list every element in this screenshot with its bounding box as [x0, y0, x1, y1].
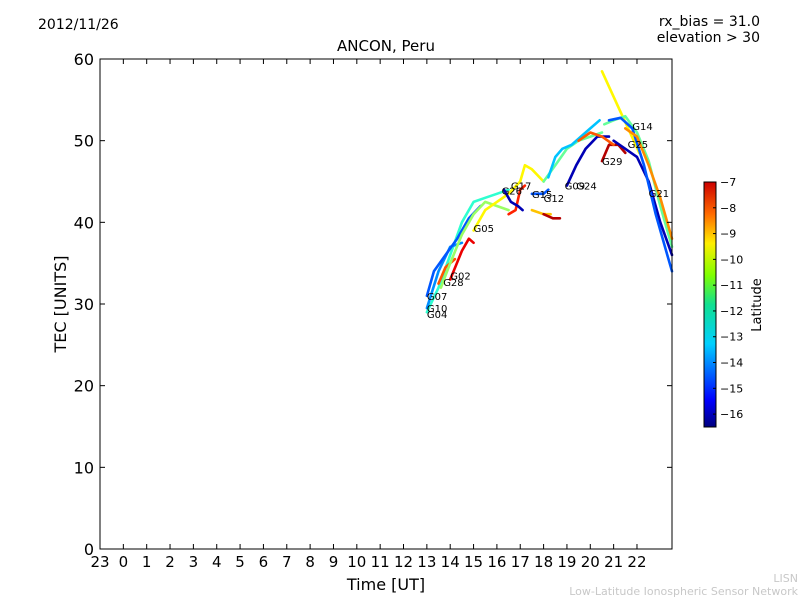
x-tick-label: 8 — [305, 553, 315, 571]
y-axis: 0 10 20 30 40 50 60 — [74, 50, 672, 559]
tec-series-g27 — [546, 119, 601, 179]
chart-title: ANCON, Peru — [337, 37, 435, 55]
satellite-label-g29: G29 — [602, 157, 622, 168]
tec-series-g28 — [439, 200, 510, 290]
y-tick-label: 0 — [84, 540, 94, 559]
satellite-label-g07: G07 — [427, 292, 447, 303]
satellite-label-g02: G02 — [450, 271, 470, 282]
x-tick-label: 23 — [90, 553, 109, 571]
footer-org-full: Low-Latitude Ionospheric Sensor Network — [569, 585, 798, 598]
x-tick-label: 11 — [371, 553, 390, 571]
satellite-label-g21: G21 — [649, 189, 669, 200]
satellite-label-g10: G10 — [427, 304, 447, 315]
colorbar-tick-label: −10 — [720, 253, 743, 266]
tec-series-g12 — [530, 208, 552, 216]
satellite-label-g04: G04 — [427, 310, 447, 321]
colorbar-tick-label: −11 — [720, 279, 743, 292]
satellite-label-g14: G14 — [632, 122, 652, 133]
satellite-label-g25: G25 — [628, 140, 648, 151]
colorbar-tick-label: −9 — [720, 228, 736, 241]
tec-series-g05 — [472, 163, 545, 232]
x-tick-label: 2 — [165, 553, 175, 571]
x-tick-label: 18 — [534, 553, 553, 571]
y-axis-label: TEC [UNITS] — [51, 256, 70, 354]
y-tick-label: 50 — [74, 132, 94, 151]
satellite-label-g24: G24 — [576, 182, 596, 193]
footer-credit: LISN Low-Latitude Ionospheric Sensor Net… — [569, 572, 798, 598]
satellite-label-g15: G15 — [532, 190, 552, 201]
x-tick-label: 5 — [235, 553, 245, 571]
plot-metadata: rx_bias = 31.0 elevation > 30 — [657, 14, 760, 46]
satellite-label-g28: G28 — [443, 278, 463, 289]
tec-series-g14 — [600, 70, 641, 155]
x-tick-label: 16 — [487, 553, 506, 571]
colorbar-label: Latitude — [750, 278, 765, 332]
x-tick-label: 21 — [604, 553, 623, 571]
x-tick-label: 20 — [581, 553, 600, 571]
x-tick-label: 12 — [394, 553, 413, 571]
rx-bias-label: rx_bias = 31.0 — [658, 14, 760, 30]
colorbar-tick-label: −15 — [720, 382, 743, 395]
footer-org: LISN — [773, 572, 798, 585]
x-axis-label: Time [UT] — [346, 575, 425, 594]
tec-series-g10 — [425, 241, 464, 310]
tec-series-g26 — [502, 188, 524, 212]
colorbar-gradient — [703, 181, 717, 428]
elevation-label: elevation > 30 — [656, 30, 760, 46]
colorbar-tick-label: −13 — [720, 331, 743, 344]
x-tick-label: 0 — [119, 553, 129, 571]
tec-series-g15 — [530, 188, 550, 196]
tec-series-g28b — [448, 237, 475, 281]
satellite-label-g17: G17 — [511, 182, 531, 193]
colorbar-tick-label: −7 — [720, 176, 736, 189]
satellite-label-g12: G12 — [544, 194, 564, 205]
colorbar-tick-label: −12 — [720, 305, 743, 318]
colorbar-tick-label: −8 — [720, 202, 736, 215]
y-tick-label: 10 — [74, 458, 94, 477]
y-tick-label: 40 — [74, 213, 94, 232]
x-tick-label: 7 — [282, 553, 292, 571]
x-tick-label: 19 — [557, 553, 576, 571]
tec-series-g29b — [577, 131, 615, 147]
satellite-label-g05: G05 — [474, 224, 494, 235]
tec-series-g21 — [607, 116, 674, 273]
x-tick-label: 10 — [347, 553, 366, 571]
date-label: 2012/11/26 — [38, 17, 119, 33]
x-axis: 23 0 1 2 3 4 5 6 7 8 9 10 11 12 13 14 15 16 17 18 19 20 21 22 — [90, 59, 647, 571]
x-tick-label: 17 — [511, 553, 530, 571]
x-tick-label: 22 — [627, 553, 646, 571]
x-tick-label: 13 — [417, 553, 436, 571]
y-tick-label: 60 — [74, 50, 94, 69]
satellite-label-g09: G09 — [565, 182, 585, 193]
x-tick-label: 1 — [142, 553, 152, 571]
colorbar-tick-label: −14 — [720, 357, 743, 370]
colorbar-ticks: −7 −8 −9 −10 −11 −12 −13 −14 −15 −16 — [713, 176, 743, 421]
x-tick-label: 9 — [329, 553, 339, 571]
x-tick-label: 3 — [189, 553, 199, 571]
tec-series-g17 — [507, 184, 527, 216]
colorbar-tick-label: −16 — [720, 408, 743, 421]
tec-series-g25 — [612, 139, 674, 257]
y-tick-label: 30 — [74, 295, 94, 314]
x-tick-label: 14 — [441, 553, 460, 571]
colorbar: −7 −8 −9 −10 −11 −12 −13 −14 −15 −16 Latitude — [703, 176, 765, 428]
tec-series-g12b — [542, 212, 562, 220]
tec-series-g21b — [623, 127, 674, 240]
series-layer — [425, 70, 674, 314]
x-tick-label: 4 — [212, 553, 222, 571]
tec-series-g07 — [425, 204, 482, 298]
x-tick-label: 15 — [464, 553, 483, 571]
y-tick-label: 20 — [74, 377, 94, 396]
x-tick-label: 6 — [259, 553, 269, 571]
satellite-label-g26: G26 — [502, 186, 522, 197]
